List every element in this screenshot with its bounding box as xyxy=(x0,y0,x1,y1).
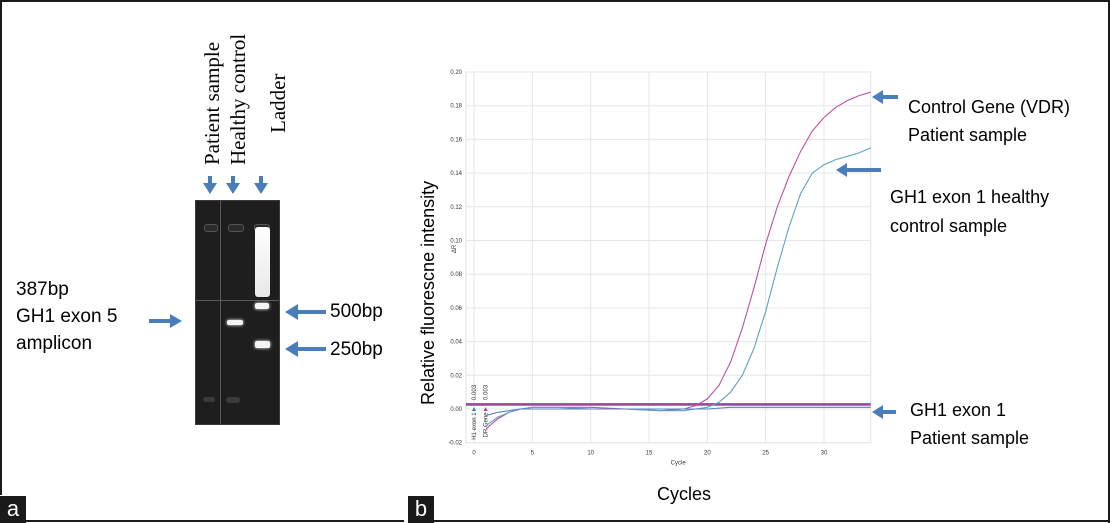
frame-border-left xyxy=(0,0,2,495)
y-tick-label: 0.10 xyxy=(450,239,462,245)
y-tick-label: 0.00 xyxy=(450,407,462,413)
annotation-patient-line1: GH1 exon 1 xyxy=(910,400,1007,420)
frame-border-top xyxy=(0,0,1110,2)
arrow-left-icon xyxy=(872,90,898,104)
y-axis-ticks: -0.02 0.00 0.02 0.04 0.06 0.08 0.10 0.12 0.14 0.1… xyxy=(448,70,462,447)
threshold-value-label: 0.003 xyxy=(472,384,478,400)
plot-area xyxy=(465,71,872,444)
frame-border-right xyxy=(1108,0,1110,523)
y-axis-title: Relative fluorescne intensity xyxy=(418,180,438,405)
gel-well-healthy xyxy=(228,224,244,232)
x-tick-label: 30 xyxy=(821,451,828,457)
chart-grid xyxy=(465,71,872,444)
y-tick-label: 0.06 xyxy=(450,306,462,312)
arrow-down-icon xyxy=(203,176,217,194)
arrow-down-icon xyxy=(254,176,268,194)
series-line-2 xyxy=(485,147,871,427)
annotation-patient-line2: Patient sample xyxy=(910,428,1030,448)
threshold-marker-icon xyxy=(483,407,488,411)
arrow-left-icon xyxy=(285,304,326,320)
gel-horizontal-seam xyxy=(196,300,279,301)
gel-faint-primer-dimer xyxy=(203,397,215,402)
annotation-healthy-line2: control sample xyxy=(890,216,1008,236)
y-tick-label: 0.04 xyxy=(450,340,462,346)
annotation-387bp-line3: amplicon xyxy=(16,333,93,354)
x-tick-label: 10 xyxy=(587,451,594,457)
annotation-500bp: 500bp xyxy=(330,301,383,322)
gel-lane-separator xyxy=(220,201,221,424)
x-axis-title: Cycles xyxy=(657,484,712,504)
arrow-down-icon xyxy=(226,176,240,194)
x-tick-label: 15 xyxy=(646,451,653,457)
arrow-right-icon xyxy=(149,314,182,328)
y-tick-label: 0.12 xyxy=(450,205,462,211)
annotation-vdr-line2: Patient sample xyxy=(908,125,1028,145)
inner-y-axis-label: ΔR xyxy=(452,244,458,253)
annotation-vdr-line1: Control Gene (VDR) xyxy=(908,97,1071,117)
panel-label-a: a xyxy=(0,496,26,523)
lane-arrows xyxy=(203,176,268,194)
threshold-marker-icon xyxy=(472,407,476,411)
y-tick-label: 0.08 xyxy=(450,272,462,278)
gel-well-patient xyxy=(204,224,218,232)
gel-band-ladder-500bp xyxy=(255,303,269,309)
arrow-left-icon xyxy=(872,405,896,419)
x-tick-label: 0 xyxy=(472,451,476,457)
annotation-250bp: 250bp xyxy=(330,339,383,360)
annotation-387bp-line1: 387bp xyxy=(16,279,69,300)
threshold-value-label: 0.003 xyxy=(484,384,490,400)
x-axis-ticks: 0 5 10 15 20 25 30 Cycle xyxy=(472,451,828,467)
y-tick-label: 0.20 xyxy=(450,70,462,76)
annotation-387bp-line2: GH1 exon 5 xyxy=(16,306,118,327)
x-tick-label: 20 xyxy=(704,451,711,457)
threshold-name-label: H1 exon 1 xyxy=(472,412,478,440)
gel-faint-primer-dimer xyxy=(226,397,240,403)
annotation-arrows xyxy=(836,90,898,419)
inner-x-axis-label: Cycle xyxy=(671,461,687,467)
gel-band-ladder-250bp xyxy=(255,341,270,348)
panel-b-baseline xyxy=(434,520,1110,522)
series-group xyxy=(485,91,871,430)
x-tick-label: 5 xyxy=(531,451,535,457)
annotation-healthy-line1: GH1 exon 1 healthy xyxy=(890,187,1050,207)
gel-band-healthy-387bp xyxy=(227,320,243,325)
y-tick-label: 0.14 xyxy=(450,171,462,177)
panel-label-b: b xyxy=(408,496,434,523)
y-tick-label: -0.02 xyxy=(448,441,462,447)
y-tick-label: 0.16 xyxy=(450,137,462,143)
arrow-left-icon xyxy=(285,341,326,357)
agarose-gel-image xyxy=(195,200,280,425)
y-tick-label: 0.02 xyxy=(450,373,462,379)
x-tick-label: 25 xyxy=(762,451,769,457)
panel-a-baseline xyxy=(26,520,404,522)
y-tick-label: 0.18 xyxy=(450,104,462,110)
gel-band-ladder-high xyxy=(255,227,270,297)
series-line-3 xyxy=(485,406,871,417)
arrow-left-icon xyxy=(836,163,881,177)
